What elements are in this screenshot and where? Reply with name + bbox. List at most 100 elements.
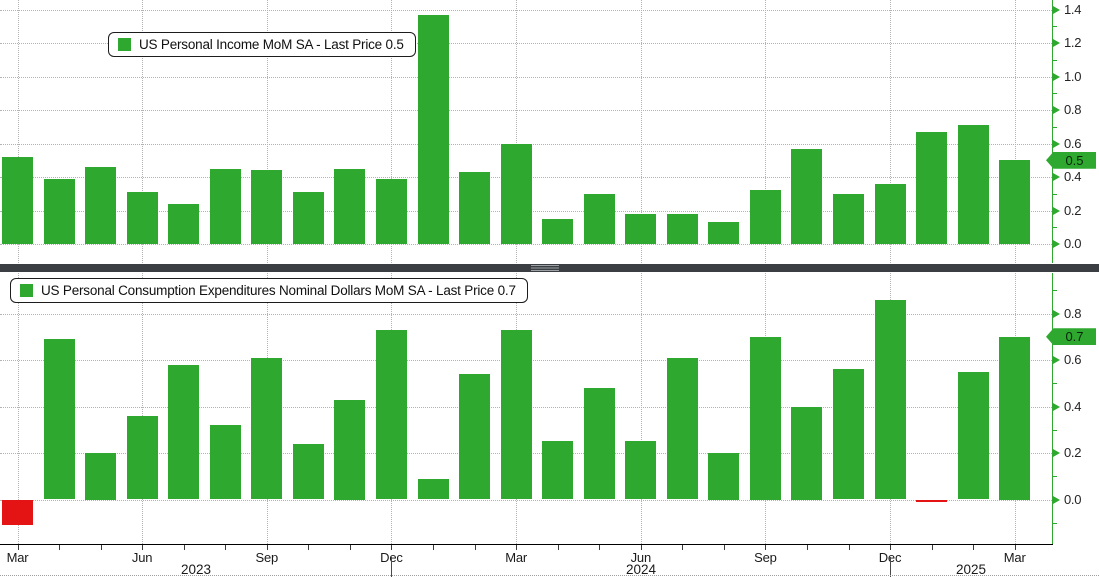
income-bar-aug-2024[interactable] xyxy=(708,222,740,244)
x-axis-area: MarJunSepDecMarJunSepDecMar202320242025 xyxy=(0,544,1099,577)
pce-bar-apr-2023[interactable] xyxy=(43,339,75,500)
x-month-tick xyxy=(848,545,850,550)
income-bar-jan-2025[interactable] xyxy=(916,131,948,244)
pce-bar-jun-2023[interactable] xyxy=(126,415,158,500)
x-month-tick xyxy=(806,545,808,550)
h-gridline xyxy=(0,313,1052,315)
income-bar-mar-2023[interactable] xyxy=(2,156,33,244)
h-gridline xyxy=(0,110,1052,111)
pce-bar-jan-2025[interactable] xyxy=(916,499,948,502)
income-bar-nov-2024[interactable] xyxy=(833,193,864,245)
pce-bar-mar-2024[interactable] xyxy=(500,329,532,500)
income-bar-sep-2023[interactable] xyxy=(251,170,283,244)
h-gridline xyxy=(0,43,1052,44)
pce-bar-jun-2024[interactable] xyxy=(625,441,657,500)
income-legend-swatch-icon xyxy=(118,38,131,51)
y-minor-tick xyxy=(1053,59,1057,61)
income-bar-mar-2025[interactable] xyxy=(999,160,1031,245)
v-gridline xyxy=(640,273,642,544)
x-month-tick xyxy=(266,545,268,550)
v-gridline xyxy=(142,273,144,544)
pce-bar-sep-2023[interactable] xyxy=(251,357,283,500)
income-bar-jun-2024[interactable] xyxy=(625,213,657,244)
y-tick-arrow-icon xyxy=(1053,106,1060,114)
x-quarter-label: Mar xyxy=(505,550,527,565)
pce-bar-apr-2024[interactable] xyxy=(542,441,574,500)
income-bar-feb-2024[interactable] xyxy=(459,172,490,244)
income-bar-mar-2024[interactable] xyxy=(500,143,532,244)
y-axis-line xyxy=(1052,0,1053,263)
pce-bar-mar-2025[interactable] xyxy=(999,336,1031,500)
pce-bar-oct-2023[interactable] xyxy=(292,443,324,500)
divider-grip-icon xyxy=(531,265,559,271)
pce-bar-may-2024[interactable] xyxy=(583,387,615,500)
h-gridline xyxy=(0,244,1052,245)
income-bar-dec-2024[interactable] xyxy=(874,183,906,244)
pce-bar-sep-2024[interactable] xyxy=(749,336,781,500)
income-bar-feb-2025[interactable] xyxy=(957,125,989,244)
x-month-tick xyxy=(308,545,310,550)
pce-bar-dec-2023[interactable] xyxy=(375,329,407,500)
v-gridline xyxy=(266,0,268,263)
h-gridline xyxy=(0,499,1052,501)
x-month-tick xyxy=(973,545,975,550)
x-month-tick xyxy=(931,545,933,550)
x-month-tick xyxy=(765,545,767,550)
pce-bar-feb-2025[interactable] xyxy=(957,371,989,500)
x-month-tick xyxy=(59,545,60,550)
pce-bar-nov-2023[interactable] xyxy=(334,399,366,500)
income-bar-nov-2023[interactable] xyxy=(334,168,366,244)
income-bar-dec-2023[interactable] xyxy=(375,178,407,244)
pce-bar-jul-2023[interactable] xyxy=(168,364,200,500)
x-month-tick xyxy=(391,545,393,550)
y-tick-label: 0.2 xyxy=(1064,445,1082,460)
y-tick-arrow-icon xyxy=(1053,240,1060,248)
income-bar-apr-2023[interactable] xyxy=(43,178,75,244)
income-bar-jan-2024[interactable] xyxy=(417,14,449,244)
pce-bar-nov-2024[interactable] xyxy=(833,369,864,500)
pce-legend[interactable]: US Personal Consumption Expenditures Nom… xyxy=(10,278,528,303)
income-bar-may-2023[interactable] xyxy=(85,166,117,244)
pce-bar-dec-2024[interactable] xyxy=(874,299,906,500)
x-month-tick xyxy=(557,545,559,550)
income-bar-may-2024[interactable] xyxy=(583,193,615,245)
panel-divider[interactable] xyxy=(0,264,1099,272)
pce-bar-oct-2024[interactable] xyxy=(791,406,823,500)
v-gridline xyxy=(391,0,393,263)
pce-bar-aug-2023[interactable] xyxy=(209,425,241,500)
v-gridline xyxy=(1014,0,1016,263)
y-tick-arrow-icon xyxy=(1053,309,1060,318)
x-month-tick xyxy=(516,545,518,550)
pce-bar-mar-2023[interactable] xyxy=(2,499,33,526)
income-bar-apr-2024[interactable] xyxy=(542,218,574,244)
income-last-price-tag: 0.5 xyxy=(1046,151,1096,169)
y-tick-arrow-icon xyxy=(1053,5,1060,14)
y-tick-label: 1.2 xyxy=(1064,35,1082,50)
pce-bar-feb-2024[interactable] xyxy=(459,373,490,500)
pce-bar-jul-2024[interactable] xyxy=(666,357,698,500)
v-gridline xyxy=(516,0,518,263)
year-label: 2024 xyxy=(625,562,657,577)
pce-bar-may-2023[interactable] xyxy=(85,453,117,500)
income-bar-oct-2023[interactable] xyxy=(292,192,324,244)
income-bar-jul-2024[interactable] xyxy=(666,213,698,244)
y-minor-tick xyxy=(1053,93,1057,95)
x-month-tick xyxy=(1014,545,1016,550)
x-month-tick xyxy=(890,545,891,550)
x-month-tick xyxy=(349,545,351,550)
income-bar-sep-2024[interactable] xyxy=(749,190,781,244)
income-bar-jul-2023[interactable] xyxy=(168,203,200,244)
y-tick-label: 0.0 xyxy=(1064,491,1082,507)
v-gridline xyxy=(640,0,642,263)
income-bar-oct-2024[interactable] xyxy=(791,148,823,244)
x-month-tick xyxy=(183,545,185,550)
x-quarter-label: Sep xyxy=(255,550,279,565)
pce-bar-aug-2024[interactable] xyxy=(708,453,740,500)
v-gridline xyxy=(765,0,767,263)
pce-bar-jan-2024[interactable] xyxy=(417,478,449,500)
income-legend[interactable]: US Personal Income MoM SA - Last Price 0… xyxy=(108,32,416,57)
y-tick-arrow-icon xyxy=(1053,449,1060,457)
income-bar-aug-2023[interactable] xyxy=(209,168,241,244)
v-gridline xyxy=(17,273,19,544)
income-bar-jun-2023[interactable] xyxy=(126,192,158,244)
